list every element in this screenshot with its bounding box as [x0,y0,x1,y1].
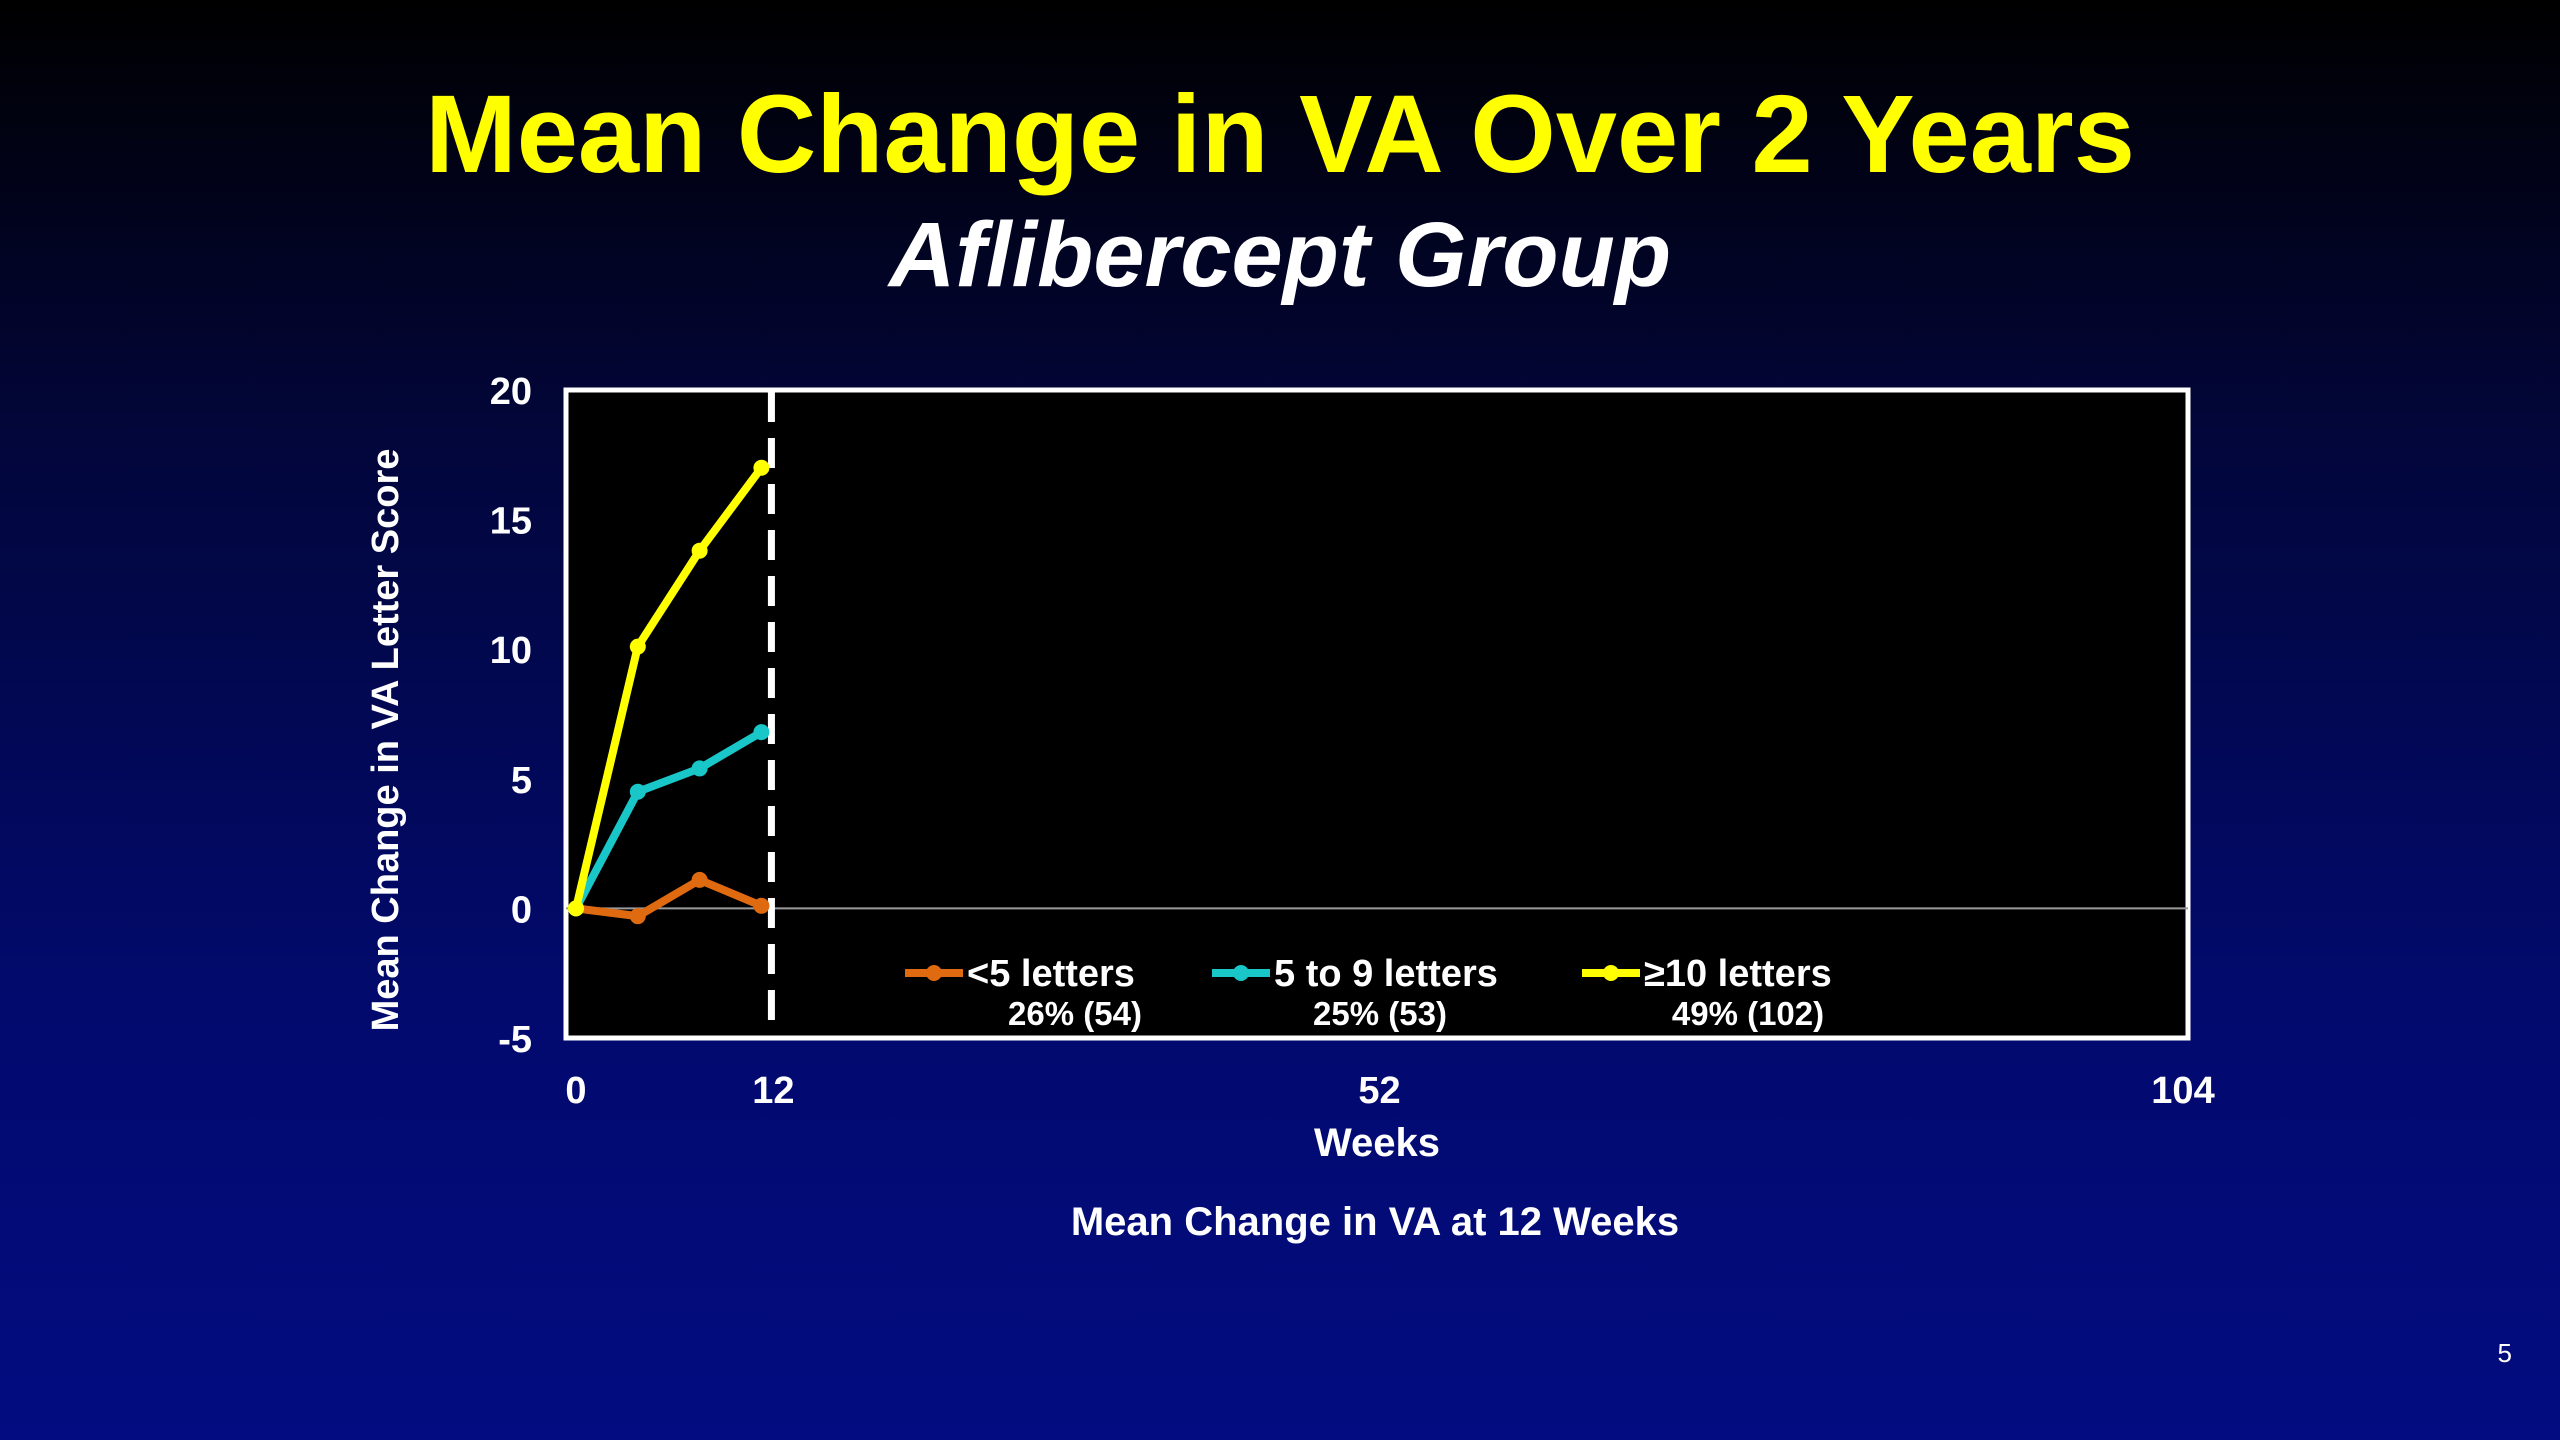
series-layer [568,459,770,925]
x-axis-label: Weeks [1314,1121,1440,1165]
legend-swatch-marker [1603,965,1619,981]
data-point [691,760,708,777]
x-tick-labels: 0 12 52 104 [565,1070,2214,1112]
data-point [629,638,646,655]
legend-swatch-marker [926,965,942,981]
chart-caption: Mean Change in VA at 12 Weeks [1071,1200,1679,1244]
y-tick-labels: 20 15 10 5 0 -5 [490,371,532,1061]
legend-label: ≥10 letters [1644,953,1832,995]
series-line-2 [572,465,765,910]
y-axis-label: Mean Change in VA Letter Score [365,449,407,1032]
data-point [568,900,584,917]
x-tick-label: 0 [565,1070,586,1112]
page-number: 5 [2497,1338,2512,1368]
x-tick-label: 104 [2151,1070,2214,1112]
data-point [691,871,708,888]
x-tick-label: 12 [752,1070,794,1112]
series-line-1 [572,728,764,911]
data-point [629,783,646,800]
y-tick-label: 0 [511,889,532,931]
slide-title: Mean Change in VA Over 2 Years [425,73,2135,196]
legend-sublabel: 25% (53) [1313,995,1447,1032]
y-tick-label: 20 [490,371,532,413]
data-point [753,459,770,476]
legend-label: 5 to 9 letters [1274,953,1498,995]
slide-subtitle: Aflibercept Group [888,204,1672,306]
x-tick-label: 52 [1358,1070,1400,1112]
data-point [753,897,770,914]
legend-swatch-marker [1233,965,1249,981]
series-line-0 [575,875,763,921]
legend-sublabel: 26% (54) [1008,995,1142,1032]
data-point [753,724,770,741]
y-tick-label: -5 [498,1019,532,1061]
legend-sublabel: 49% (102) [1672,995,1824,1032]
y-tick-label: 5 [511,760,532,802]
legend-label: <5 letters [967,953,1135,995]
plot-area [563,387,2191,1041]
y-tick-label: 15 [490,501,532,543]
data-point [629,908,646,925]
y-tick-label: 10 [490,630,532,672]
data-point [691,542,708,559]
